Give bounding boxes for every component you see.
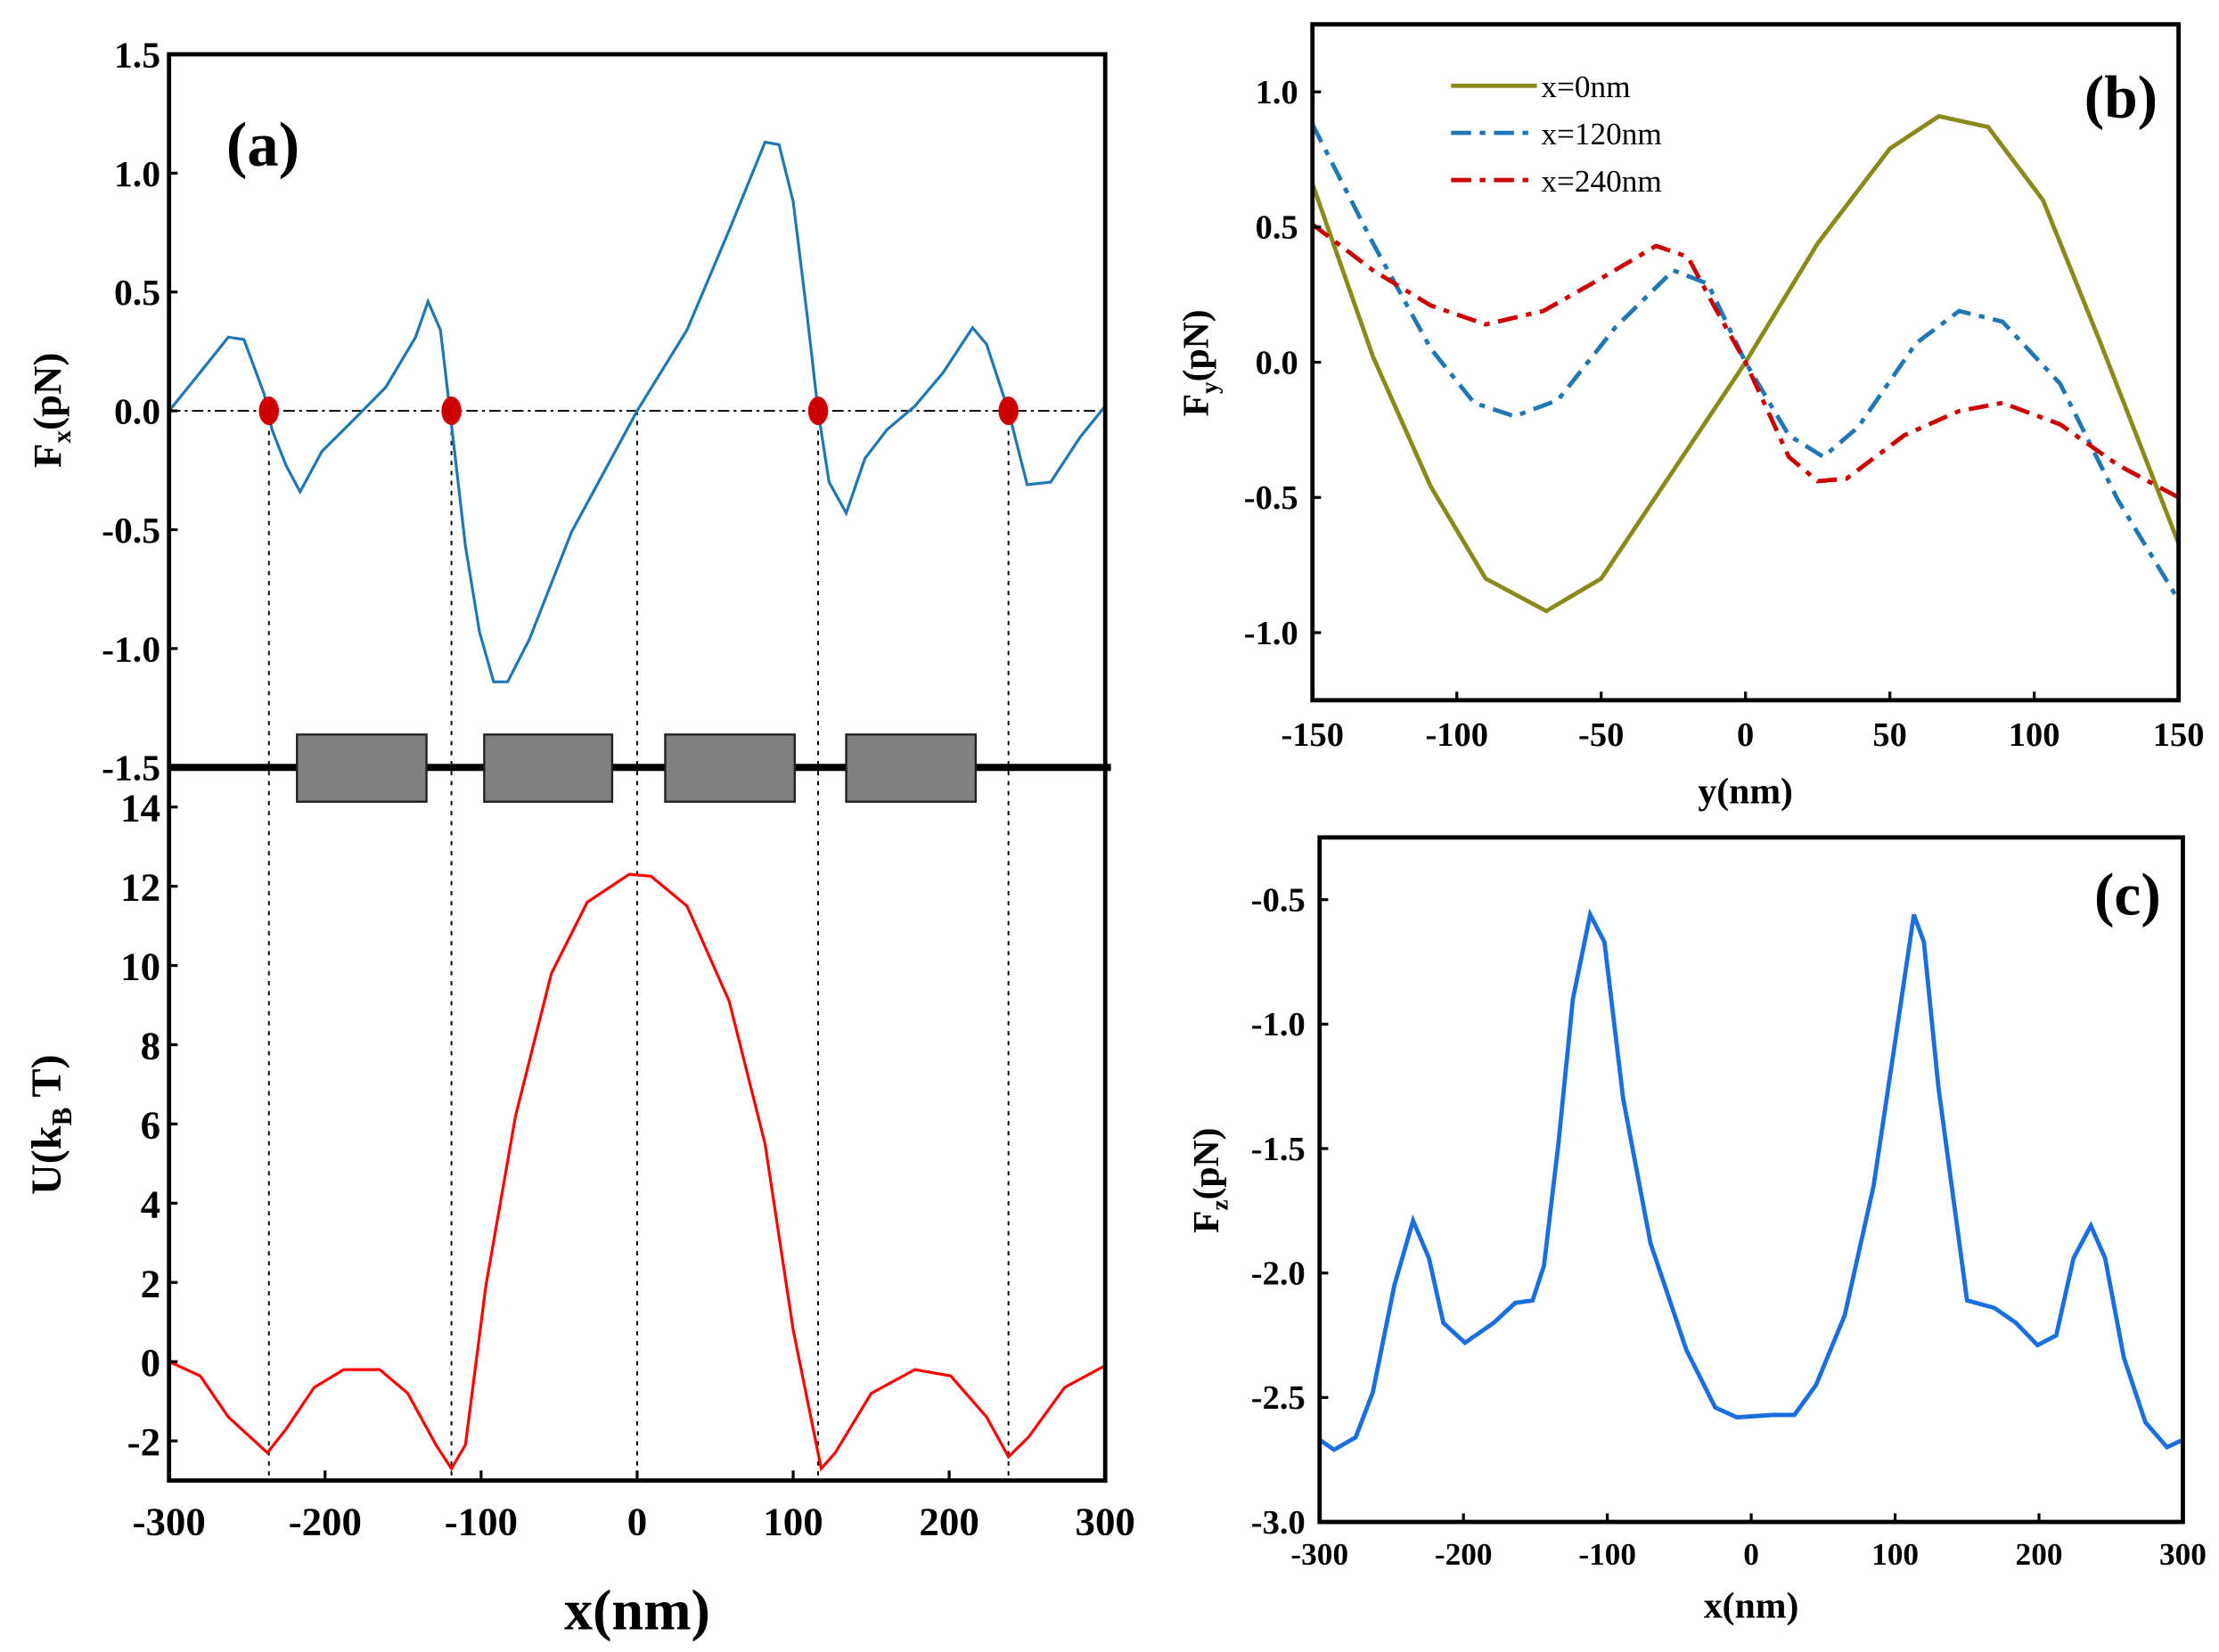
axis-label-part: (pN) [1186,1127,1227,1199]
y-tick-label: -0.5 [1244,479,1298,517]
series-line-x-120nm [1310,123,2181,601]
fz-curve [1318,908,2184,1452]
x-tick-label: 100 [1871,1537,1919,1572]
electrode-block [845,733,978,803]
y-tick-label: 6 [141,1102,160,1147]
y-tick-label: 2 [141,1261,160,1305]
fy-axis-label: Fy(pN) [1176,309,1223,416]
x-tick-label: 200 [2016,1537,2063,1572]
axis-label-part: (pN) [1176,309,1217,381]
x-tick-label: 0 [627,1499,647,1543]
axis-label-part: U(k [23,1125,70,1195]
y-tick-label: 0.5 [1256,209,1298,247]
panel-c-frame [1317,835,2185,1525]
electrode-block [483,733,614,803]
y-tick-label: -1.0 [1251,1006,1306,1043]
y-tick-label: -2 [127,1419,160,1464]
equilibrium-point-marker [441,397,462,426]
axis-label-subscript: B [46,1108,78,1126]
axis-label-part: T) [23,1054,70,1107]
y-tick-label: -0.5 [1251,881,1306,919]
y-tick-label: -3.0 [1251,1504,1306,1542]
x-tick-label: 50 [1872,716,1906,754]
y-tick-label: -2.5 [1251,1379,1306,1417]
x-tick-label: -100 [445,1499,518,1543]
fx-curve [168,140,1107,683]
y-tick-label: 1.0 [1256,74,1298,111]
panel-a: 1.5 1.0 0.5 0.0 -0.5 -1.0 -1.514 12 10 8 6 4 2 0 -2 -30… [102,35,1135,1641]
y-tick-label: -1.5 [102,748,160,789]
panel-label-c: (c) [2094,861,2161,928]
y-tick-label: 4 [141,1182,160,1226]
x-tick-label: 100 [763,1499,823,1543]
y-tick-label: -1.0 [1244,615,1298,652]
y-tick-label: -1.0 [102,629,160,670]
axis-label-part: F [1176,394,1217,416]
x-tick-label: 200 [919,1499,978,1543]
electrode-block [664,733,796,803]
x-tick-label: -300 [133,1499,206,1543]
x-tick-label: 150 [2153,716,2205,754]
y-tick-label: -1.5 [1251,1131,1306,1168]
series-line-x-240nm [1311,222,2180,500]
y-tick-label: 12 [120,865,160,910]
y-tick-label: 0.0 [1256,344,1298,381]
x-tick-label: -100 [1425,716,1488,754]
legend-label: x=120nm [1541,117,1661,151]
potential-axis-label: U(kB T) [23,1054,78,1195]
x-tick-label: 300 [1076,1499,1135,1543]
y-tick-label: 0.5 [114,273,160,314]
equilibrium-point-marker [807,397,829,426]
potential-curve [168,872,1106,1472]
y-tick-label: 1.5 [114,35,160,76]
fz-axis-label: Fz(pN) [1186,1127,1232,1233]
y-tick-label: -2.0 [1251,1255,1306,1293]
fx-axis-label: Fx(pN) [25,353,77,468]
panel-label-a: (a) [226,110,299,180]
axis-label-subscript: y [1196,381,1223,394]
y-tick-label: 1.0 [114,154,160,195]
x-tick-label: -150 [1281,716,1344,754]
axis-label-part: F [1186,1211,1227,1233]
y-tick-label: 14 [120,786,160,830]
x-tick-label: -200 [1435,1537,1493,1572]
x-tick-label: 100 [2009,716,2060,754]
panel-label-b: (b) [2084,64,2158,131]
axis-label-part: F [25,444,70,468]
x-axis-label: y(nm) [1698,771,1793,812]
x-tick-label: -200 [289,1499,362,1543]
panel-b: x=0nm x=120nm x=240nm 1.0 0.5 0.0 -0.5 -1.0 -150… [1244,21,2205,812]
legend-label: x=0nm [1541,70,1630,104]
y-tick-label: -0.5 [102,511,160,552]
equilibrium-point-marker [998,397,1019,426]
axis-label-part: (pN) [25,353,70,430]
y-tick-label: 8 [141,1024,160,1068]
y-tick-label: 0 [141,1340,160,1385]
y-tick-label: 0.0 [114,392,160,433]
electrode-block [296,733,428,803]
x-tick-label: 300 [2159,1537,2207,1572]
x-axis-label: x(nm) [1704,1586,1799,1627]
x-tick-label: -50 [1578,716,1624,754]
axis-label-subscript: x [48,430,77,444]
x-tick-label: -100 [1578,1537,1636,1572]
equilibrium-point-marker [258,397,279,426]
y-tick-label: 10 [120,945,160,989]
axis-label-subscript: z [1206,1200,1232,1211]
panel-c: -0.5 -1.0 -1.5 -2.0 -2.5 -3.0-300 -200 -100 0 100… [1251,835,2207,1627]
x-axis-label: x(nm) [564,1578,710,1641]
x-tick-label: 0 [1737,716,1754,754]
x-tick-label: 0 [1743,1537,1759,1572]
legend-label: x=240nm [1541,164,1661,199]
x-tick-label: -300 [1290,1537,1348,1572]
